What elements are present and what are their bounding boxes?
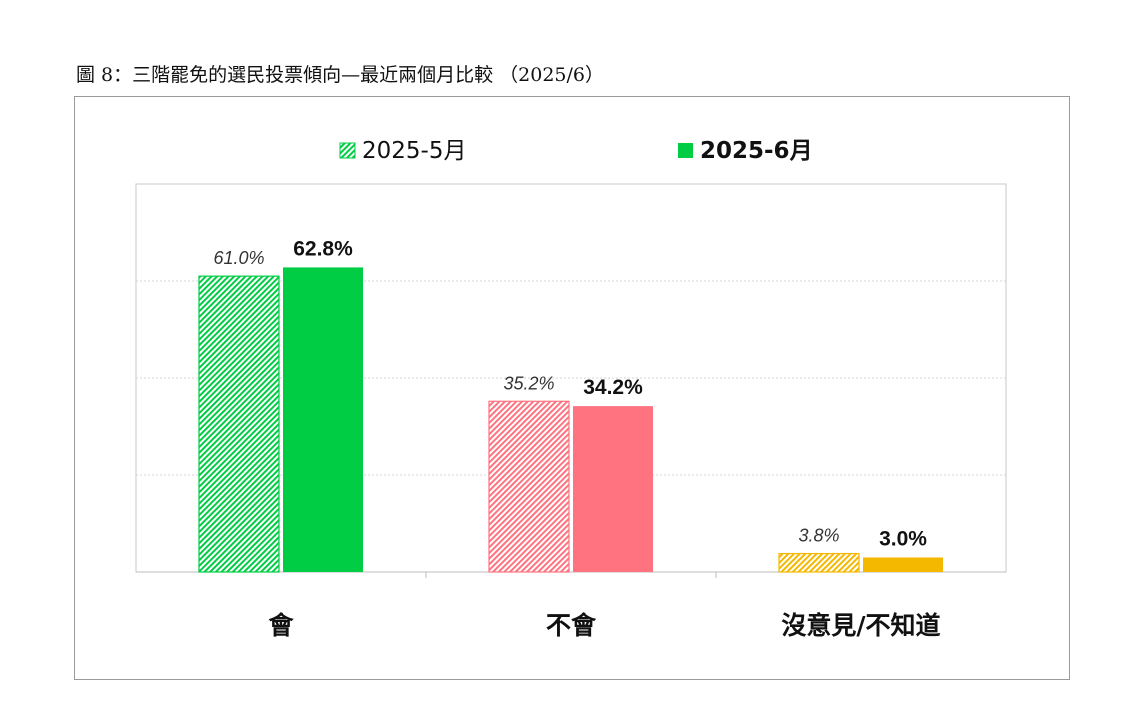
bar-may bbox=[198, 275, 280, 573]
legend: 2025-5月 2025-6月 bbox=[339, 138, 813, 164]
bar-may bbox=[778, 552, 860, 573]
bar-june bbox=[863, 557, 943, 572]
legend-swatch-june bbox=[678, 143, 693, 158]
chart-frame bbox=[74, 96, 1070, 680]
legend-swatch-may bbox=[339, 142, 356, 159]
data-label: 3.0% bbox=[879, 527, 927, 550]
bar-may bbox=[488, 400, 570, 573]
data-label: 62.8% bbox=[293, 237, 353, 260]
legend-label: 2025-6月 bbox=[700, 138, 813, 164]
legend-label: 2025-5月 bbox=[362, 138, 466, 164]
data-label: 34.2% bbox=[583, 376, 643, 399]
data-label: 61.0% bbox=[213, 248, 264, 268]
data-label: 35.2% bbox=[503, 373, 554, 393]
x-tick-label: 不會 bbox=[546, 611, 597, 640]
figure-title: 圖 8：三階罷免的選民投票傾向—最近兩個月比較 （2025/6） bbox=[76, 64, 605, 86]
plot-area: 61.0% 62.8% 會 35.2% 34.2% 不會 3.8% 3.0% 沒意見/不知道 bbox=[135, 183, 1007, 640]
bar-june bbox=[283, 267, 363, 572]
data-label: 3.8% bbox=[798, 526, 839, 546]
x-tick-label: 會 bbox=[268, 611, 294, 640]
bar-june bbox=[573, 406, 653, 572]
x-tick-label: 沒意見/不知道 bbox=[781, 611, 940, 640]
